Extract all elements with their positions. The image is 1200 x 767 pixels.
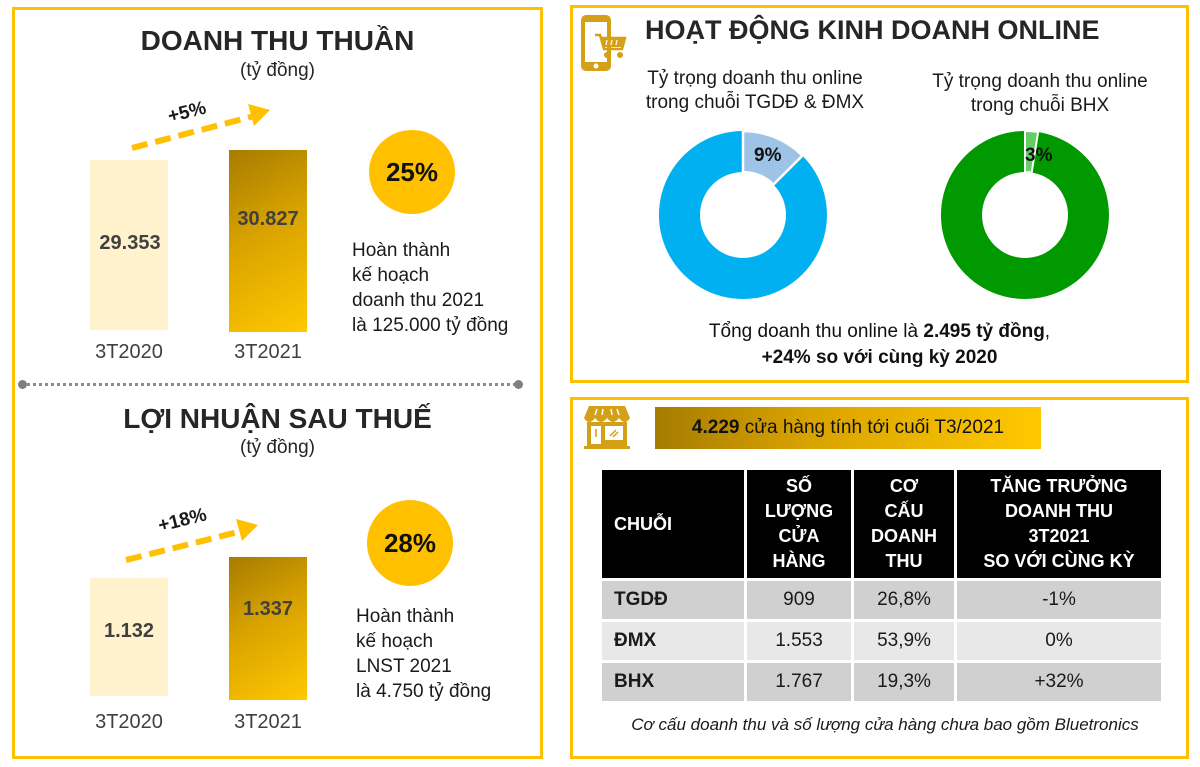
table-header-row: CHUỖI SỐ LƯỢNG CỬA HÀNG CƠ CẤU DOANH THU…: [602, 470, 1161, 578]
revenue-plan-note: Hoàn thành kế hoạch doanh thu 2021 là 12…: [352, 238, 508, 338]
revenue-value-3t2021: 30.827: [237, 208, 299, 230]
cell-revenue-share: 19,3%: [854, 663, 954, 701]
tgdd-online-pct: 9%: [754, 145, 782, 166]
revenue-label-3t2020: 3T2020: [95, 341, 163, 363]
profit-value-3t2020: 1.132: [103, 620, 155, 642]
cell-revenue-share: 53,9%: [854, 622, 954, 660]
revenue-bar-3t2020: [90, 160, 168, 330]
tgdd-donut-caption: Tỷ trọng doanh thu online trong chuỗi TG…: [615, 67, 895, 115]
profit-completion-badge: 28%: [367, 500, 453, 586]
summary-prefix: Tổng doanh thu online là: [708, 321, 924, 342]
table-row: BHX 1.767 19,3% +32%: [602, 663, 1161, 701]
col-header-revenue-growth: TĂNG TRƯỞNG DOANH THU 3T2021 SO VỚI CÙNG…: [957, 470, 1161, 578]
bhx-online-donut-chart: [940, 129, 1109, 299]
section-divider: [20, 383, 522, 386]
col-header-chain: CHUỖI: [602, 470, 744, 578]
caption-line: Tỷ trọng doanh thu online: [647, 68, 863, 89]
summary-line-1: Tổng doanh thu online là 2.495 tỷ đồng,: [572, 319, 1187, 345]
cell-revenue-growth: -1%: [957, 581, 1161, 619]
store-count-banner: 4.229 cửa hàng tính tới cuối T3/2021: [655, 407, 1041, 449]
table-row: ĐMX 1.553 53,9% 0%: [602, 622, 1161, 660]
revenue-unit: (tỷ đồng): [240, 60, 315, 81]
note-line: kế hoạch: [352, 265, 430, 286]
caption-line: trong chuỗi BHX: [970, 95, 1110, 116]
note-line: LNST 2021: [356, 656, 452, 677]
profit-title: LỢI NHUẬN SAU THUẾ: [123, 403, 432, 434]
online-revenue-summary: Tổng doanh thu online là 2.495 tỷ đồng, …: [572, 319, 1187, 371]
revenue-title: DOANH THU THUẦN: [140, 25, 415, 56]
cell-chain: ĐMX: [602, 622, 744, 660]
revenue-bar-3t2021: [229, 150, 307, 332]
note-line: là 4.750 tỷ đồng: [356, 681, 492, 702]
profit-completion-pct: 28%: [383, 527, 437, 558]
cell-revenue-growth: 0%: [957, 622, 1161, 660]
bhx-online-pct: 3%: [1025, 145, 1053, 166]
note-line: Hoàn thành: [352, 240, 451, 261]
col-header-store-count: SỐ LƯỢNG CỬA HÀNG: [747, 470, 851, 578]
store-count-text: cửa hàng tính tới cuối T3/2021: [739, 417, 1005, 438]
store-chain-table: CHUỖI SỐ LƯỢNG CỬA HÀNG CƠ CẤU DOANH THU…: [599, 467, 1164, 704]
divider-dot-left: [18, 380, 27, 389]
phone-cart-icon: [581, 15, 627, 71]
profit-label-3t2020: 3T2020: [95, 711, 163, 733]
note-line: Hoàn thành: [356, 606, 455, 627]
store-count: 4.229: [691, 417, 740, 438]
profit-bar-3t2021: [229, 557, 307, 700]
tgdd-online-donut-chart: [658, 129, 827, 299]
profit-unit: (tỷ đồng): [240, 437, 315, 458]
note-line: kế hoạch: [356, 631, 434, 652]
revenue-completion-badge: 25%: [369, 130, 455, 214]
cell-store-count: 1.767: [747, 663, 851, 701]
cell-chain: TGDĐ: [602, 581, 744, 619]
caption-line: trong chuỗi TGDĐ & ĐMX: [645, 92, 865, 113]
revenue-completion-pct: 25%: [385, 156, 439, 187]
profit-value-3t2021: 1.337: [242, 598, 294, 620]
profit-bar-3t2020: [90, 578, 168, 696]
summary-line-2: +24% so với cùng kỳ 2020: [572, 345, 1187, 371]
summary-suffix: ,: [1044, 321, 1051, 342]
bhx-donut-caption: Tỷ trọng doanh thu online trong chuỗi BH…: [900, 70, 1180, 118]
profit-label-3t2021: 3T2021: [234, 711, 302, 733]
revenue-growth-arrow-icon: [131, 104, 270, 151]
cell-store-count: 1.553: [747, 622, 851, 660]
note-line: doanh thu 2021: [352, 290, 485, 311]
table-row: TGDĐ 909 26,8% -1%: [602, 581, 1161, 619]
cell-chain: BHX: [602, 663, 744, 701]
note-line: là 125.000 tỷ đồng: [352, 315, 509, 336]
col-header-revenue-share: CƠ CẤU DOANH THU: [854, 470, 954, 578]
revenue-label-3t2021: 3T2021: [234, 341, 302, 363]
cell-revenue-share: 26,8%: [854, 581, 954, 619]
profit-plan-note: Hoàn thành kế hoạch LNST 2021 là 4.750 t…: [356, 604, 491, 704]
cell-revenue-growth: +32%: [957, 663, 1161, 701]
revenue-value-3t2020: 29.353: [99, 232, 161, 254]
store-table-footnote: Cơ cấu doanh thu và số lượng cửa hàng ch…: [631, 715, 1139, 734]
storefront-icon: [584, 406, 630, 449]
online-title: HOẠT ĐỘNG KINH DOANH ONLINE: [645, 15, 1100, 45]
profit-growth-arrow-icon: [125, 519, 258, 563]
summary-growth: +24% so với cùng kỳ 2020: [761, 347, 998, 368]
caption-line: Tỷ trọng doanh thu online: [932, 71, 1148, 92]
summary-amount: 2.495 tỷ đồng: [923, 321, 1045, 342]
divider-dot-right: [514, 380, 523, 389]
cell-store-count: 909: [747, 581, 851, 619]
